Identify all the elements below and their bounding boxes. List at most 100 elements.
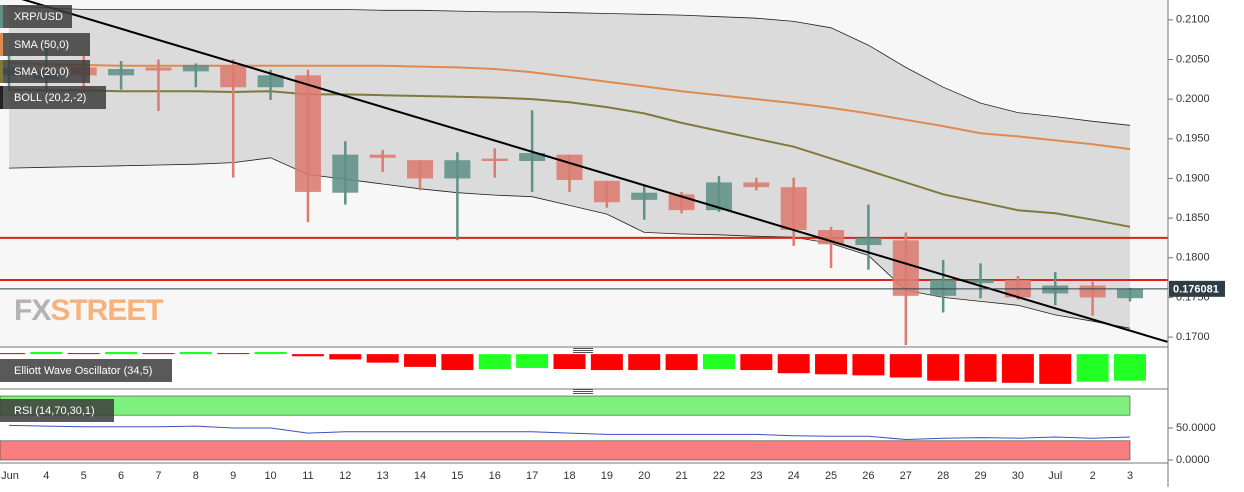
y-tick-label: 0.2050 [1176,53,1210,65]
x-tick-label: 9 [230,470,236,482]
y-tick-label: 0.1850 [1176,212,1210,224]
ewo-bar [1114,354,1146,381]
band-upper [8,5,1131,126]
ewo-bar [30,352,63,355]
ewo-bar [105,352,138,355]
y-tick-label: 0.2000 [1176,93,1210,105]
ewo-bar [815,354,848,375]
ewo-bar [142,353,175,355]
x-tick-label: 11 [302,470,313,482]
legend-box [0,359,172,382]
x-tick-label: 3 [1127,470,1133,482]
layers: Jun 4 5 6 7 8 9 10 11 12 13 14 15 16 17 18 19 20 21 22 23 24 2… [0,0,1216,482]
ewo-bar [1076,354,1109,382]
ewo-bar [665,354,698,371]
x-tick-label: 12 [339,470,351,482]
x-tick-label: 25 [825,470,837,482]
sma-line [8,88,1131,228]
x-tick-label: 6 [118,470,124,482]
x-tick-label: 7 [155,470,161,482]
x-tick-label: 14 [414,470,426,482]
ewo-bar [628,354,661,371]
x-tick-label: 4 [43,470,49,482]
last-price-label: 0.176081 [1173,284,1219,296]
x-tick-label: 28 [937,470,949,482]
legend-swatch [0,5,3,28]
x-tick-label: 24 [788,470,800,482]
watermark-right: STREET [50,294,163,327]
x-tick-label: 27 [900,470,912,482]
candle-body [780,187,807,230]
candle-body [407,160,434,179]
legend-swatch [0,33,3,56]
x-tick-label: 21 [675,470,687,482]
ewo-bar [777,354,810,374]
rsi-band [0,440,1131,461]
ewo-bar [927,354,960,381]
legend-box [0,399,114,422]
trend-line [21,0,1168,343]
x-tick-label: 30 [1012,470,1024,482]
candle-body [145,67,172,71]
resize-handle[interactable] [573,348,593,394]
x-tick-label: 16 [489,470,501,482]
candle-body [855,237,882,246]
candle-body [631,192,658,200]
candle-body [519,153,546,161]
ewo-bar [0,353,25,355]
ewo-bar [553,354,586,369]
ewo-bar [1039,354,1072,384]
ewo-bar [590,354,623,371]
candle-body [892,240,919,296]
x-tick-label: 10 [264,470,276,482]
y-tick-label: 0.1700 [1176,331,1210,343]
candle-body [930,279,957,296]
candle-body [257,75,284,88]
candle-body [593,180,620,203]
x-tick-label: 17 [526,470,538,482]
ewo-bar [852,354,885,376]
legend-swatch [0,86,3,109]
candle-body [108,69,135,76]
ewo-bar [291,354,324,357]
ewo-bar [404,354,437,367]
x-tick-label: 15 [451,470,463,482]
y-tick-label: 0.1900 [1176,172,1210,184]
y-tick-label: 0.2100 [1176,14,1210,26]
candle-body [1042,285,1069,294]
x-tick-label: 19 [601,470,613,482]
candle-body [556,154,583,181]
watermark: FXSTREET [14,294,163,327]
candle-body [332,154,359,193]
y-tick-label: 0.1950 [1176,133,1210,145]
ewo-bar [217,353,250,355]
legends: XRP/USD SMA (50,0) SMA (20,0) BOLL (20,2… [0,5,172,422]
ewo-bar [366,354,399,363]
ewo-bar [889,354,922,378]
candle-body [444,160,471,179]
separators [0,0,1169,487]
candle-body [818,230,845,245]
x-tick-label: 5 [81,470,87,482]
ewo-bar [740,354,773,371]
y-tick-label: 0.0000 [1176,454,1210,466]
x-tick-label: 22 [713,470,725,482]
x-tick-label: 20 [638,470,650,482]
legend-label: BOLL (20,2,-2) [14,92,86,104]
ewo-bar [67,353,100,355]
y-tick-label: 0.1800 [1176,252,1210,264]
legend-swatch [0,60,3,83]
legend-box [0,33,90,56]
ewo-bar [702,354,735,369]
candle-body [481,158,508,161]
candle-body [182,65,209,72]
ewo-bar [441,354,474,371]
x-tick-label: 29 [974,470,986,482]
candle-body [369,154,396,158]
last-price-box [1169,280,1225,297]
x-tick-label: Jun [1,470,19,482]
x-tick-label: 13 [377,470,389,482]
rsi-line [8,424,1131,441]
candle-body [743,182,770,188]
